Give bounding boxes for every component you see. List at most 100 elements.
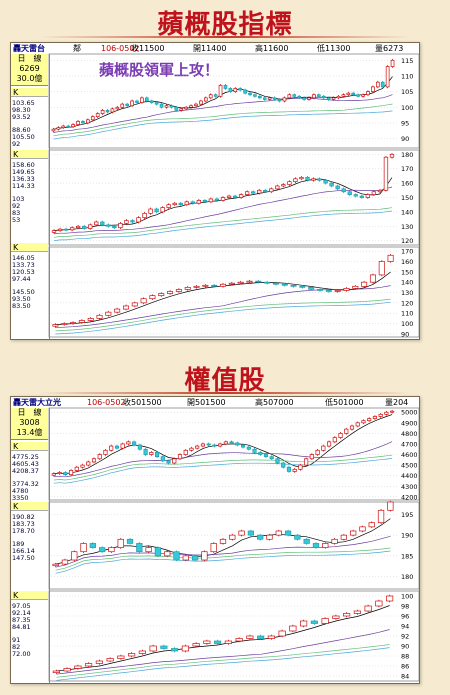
candle (214, 640, 222, 644)
candle (211, 284, 218, 287)
side-values: 190.82 183.73 178.70 189 166.14 147.50 (12, 514, 35, 562)
k-label: K (11, 591, 48, 600)
y-tick-label: 195 (401, 511, 413, 519)
candle (193, 285, 200, 288)
candle (52, 563, 59, 567)
side-value: 83 (12, 209, 21, 217)
candle (90, 116, 95, 121)
candle (114, 445, 120, 449)
candle (208, 198, 214, 203)
candle (125, 103, 129, 107)
candle (371, 191, 377, 195)
candle (377, 189, 383, 193)
candle (262, 97, 267, 100)
y-tick-label: 90 (401, 135, 409, 143)
candle (336, 95, 341, 99)
pane-border (48, 246, 419, 338)
k-label: K (11, 502, 48, 511)
y-tick-label: 110 (401, 310, 413, 318)
y-tick-label: 180 (401, 151, 413, 159)
moving-average-line (55, 271, 391, 325)
candle (350, 530, 357, 536)
y-tick-label: 88 (401, 653, 409, 661)
candle (86, 119, 90, 124)
candle (281, 184, 286, 187)
candle (365, 194, 371, 198)
y-tick-label: 90 (401, 643, 409, 651)
moving-average-line (55, 298, 391, 332)
candle (94, 221, 99, 226)
side-value: 4208.37 (12, 467, 39, 475)
candle (258, 95, 262, 99)
candle (223, 84, 228, 89)
y-tick-label: 160 (401, 258, 413, 266)
candle (105, 311, 112, 316)
candle (307, 97, 311, 100)
y-tick-label: 170 (401, 248, 413, 256)
moving-average-line (56, 647, 390, 681)
candle (194, 103, 198, 107)
candle (183, 449, 188, 455)
candle (206, 443, 211, 446)
candle (214, 198, 220, 201)
candle (226, 195, 232, 198)
side-value: 92 (12, 140, 21, 148)
candle (128, 653, 136, 657)
candle (356, 94, 360, 97)
candle (364, 605, 372, 612)
date: 106-0502 (87, 398, 126, 407)
y-tick-label: 96 (401, 613, 409, 621)
y-tick-label: 170 (401, 165, 413, 173)
candle (219, 538, 227, 544)
candle (137, 444, 142, 450)
candle (281, 283, 288, 286)
y-tick-label: 4200 (401, 493, 418, 501)
candle (71, 124, 75, 128)
side-value: 83.50 (12, 302, 31, 310)
chart-pane: 120 130 140 150 160 170 180 (48, 149, 419, 246)
moving-average-line (53, 110, 393, 140)
candle (88, 224, 93, 229)
candle (312, 543, 320, 548)
candle (158, 293, 165, 296)
candle (220, 197, 226, 201)
candle (63, 228, 69, 231)
candle (390, 410, 395, 413)
pane-border (48, 590, 419, 682)
side-value: 146.05 (12, 254, 35, 262)
candle (56, 127, 61, 130)
candle (338, 433, 343, 438)
side-value: 72.00 (12, 650, 31, 658)
candle (284, 530, 292, 536)
candle (97, 454, 102, 460)
candle (117, 538, 124, 548)
candle (224, 640, 232, 644)
candle (172, 458, 177, 464)
candle (255, 280, 262, 283)
pane-border (48, 501, 419, 590)
candle (159, 103, 164, 108)
candle (220, 283, 226, 287)
k-label: K (11, 150, 48, 159)
candle (322, 543, 329, 548)
candle (243, 89, 247, 94)
candle (63, 668, 71, 672)
moving-average-line (55, 535, 391, 568)
high-price: 高11600 (255, 44, 289, 53)
low-price: 低501000 (325, 398, 364, 407)
candle (149, 100, 154, 103)
candle (136, 217, 141, 223)
candle (202, 284, 209, 287)
candle (257, 534, 264, 540)
candle (248, 92, 252, 96)
candle (353, 610, 361, 614)
candle (323, 179, 328, 184)
period-label: 日 線 (17, 54, 42, 63)
candle (115, 106, 120, 110)
candle (275, 530, 282, 536)
candle (76, 121, 80, 125)
candle (154, 452, 160, 457)
side-value: 103.65 (12, 99, 35, 107)
side-value: 3350 (12, 494, 29, 502)
candle (95, 660, 103, 664)
